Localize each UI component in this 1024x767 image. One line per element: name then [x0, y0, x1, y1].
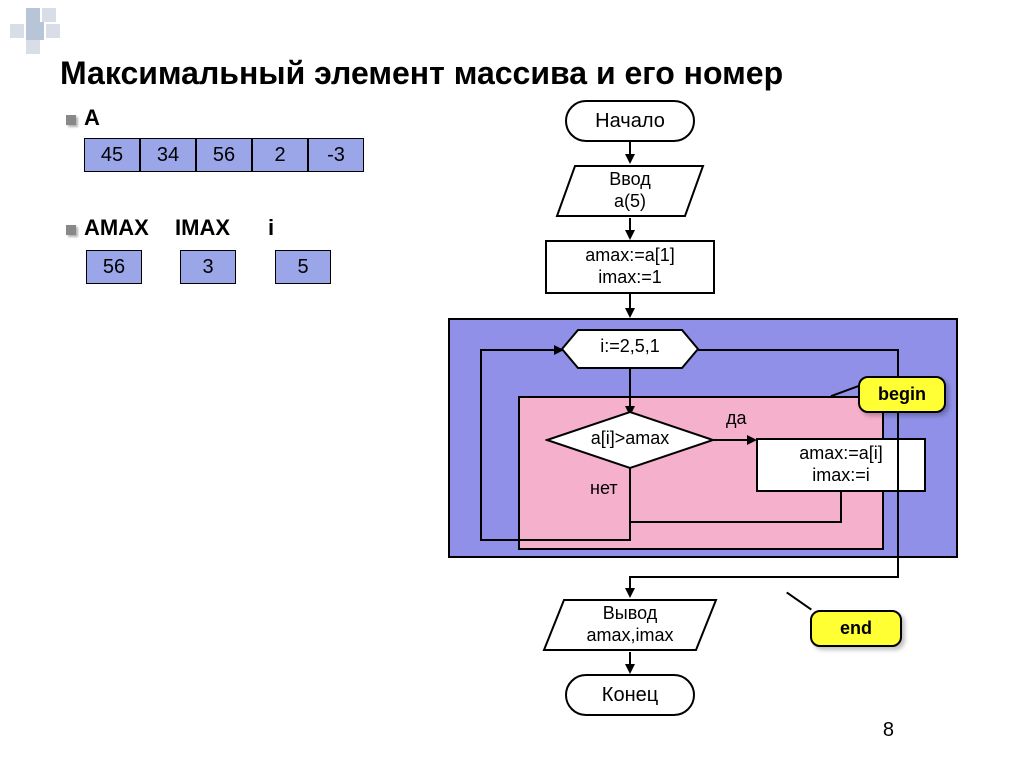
var-cell: 56 — [86, 250, 142, 284]
flow-input: Вводa(5) — [555, 164, 705, 218]
var-label: IMAX — [175, 215, 230, 241]
var-cell: 3 — [180, 250, 236, 284]
flow-decision: a[i]>amax — [545, 410, 715, 470]
flow-loop-text: i:=2,5,1 — [560, 336, 700, 357]
flow-loop: i:=2,5,1 — [560, 328, 700, 370]
flow-start-text: Начало — [595, 110, 665, 133]
flowchart: Начало Вводa(5) amax:=a[1]imax:=1 i:=2,5… — [430, 100, 990, 720]
array-cell: -3 — [308, 138, 364, 172]
flow-end-text: Конец — [602, 684, 658, 707]
branch-no: нет — [590, 478, 618, 499]
flow-assign: amax:=a[i]imax:=i — [756, 438, 926, 492]
bullet-icon — [66, 115, 76, 125]
array-label: A — [84, 105, 100, 131]
array-cell: 34 — [140, 138, 196, 172]
page-number: 8 — [883, 719, 894, 742]
array-cell: 2 — [252, 138, 308, 172]
var-cell: 5 — [275, 250, 331, 284]
page-title: Максимальный элемент массива и его номер — [60, 55, 783, 92]
callout-begin: begin — [858, 376, 946, 413]
array-cell: 56 — [196, 138, 252, 172]
bullet-icon — [66, 225, 76, 235]
flow-assign-text: amax:=a[i]imax:=i — [799, 443, 883, 486]
var-label: AMAX — [84, 215, 149, 241]
flow-output-text: Выводamax,imax — [586, 603, 673, 646]
flow-end: Конец — [565, 674, 695, 716]
callout-end: end — [810, 610, 902, 647]
array-cell: 45 — [84, 138, 140, 172]
flow-output: Выводamax,imax — [542, 598, 718, 652]
array-row: 45 34 56 2 -3 — [84, 138, 364, 172]
flow-init: amax:=a[1]imax:=1 — [545, 240, 715, 294]
var-label: i — [268, 215, 274, 241]
flow-decision-text: a[i]>amax — [545, 428, 715, 449]
flow-init-text: amax:=a[1]imax:=1 — [585, 245, 675, 288]
flow-start: Начало — [565, 100, 695, 142]
branch-yes: да — [726, 408, 747, 429]
flow-input-text: Вводa(5) — [609, 169, 650, 212]
